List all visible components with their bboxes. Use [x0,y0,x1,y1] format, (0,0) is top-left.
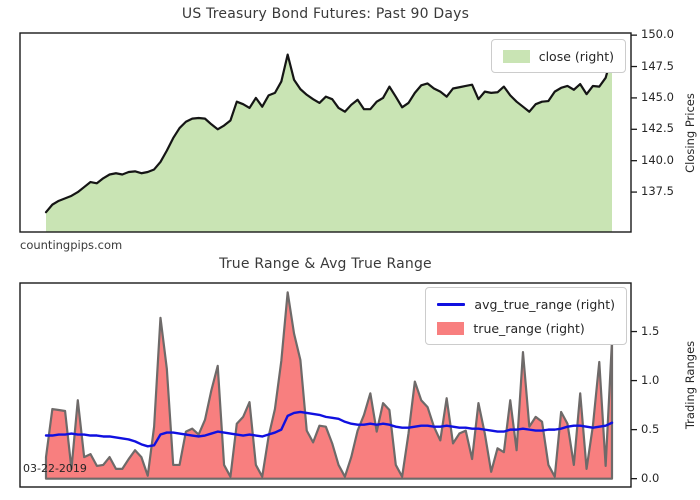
y-tick-label: 140.0 [641,152,674,167]
y-tick-label: 1.0 [641,372,660,387]
y-tick-label: 150.0 [641,27,674,42]
legend-entry-avg-true-range: avg_true_range (right) [437,292,615,316]
top-y-axis-label: Closing Prices [683,93,697,173]
true-range-plot [19,282,637,488]
close-area-swatch [502,49,530,63]
true-range-legend-label: true_range (right) [473,320,585,336]
top-chart-title: US Treasury Bond Futures: Past 90 Days [181,6,470,22]
watermark-countingpips: countingpips.com [20,238,123,252]
avg-true-range-line-swatch [437,302,466,306]
bottom-y-axis-label: Trading Ranges [683,340,697,430]
top-legend: close (right) [490,39,626,73]
y-tick-label: 137.5 [641,184,674,199]
y-tick-label: 142.5 [641,121,674,136]
avg-true-range-legend-label: avg_true_range (right) [474,296,615,312]
closing-prices-chart: US Treasury Bond Futures: Past 90 Days 1… [19,6,697,252]
y-tick-label: 0.5 [641,421,660,436]
closing-prices-plot [19,32,637,233]
date-annotation: 03-22-2019 [23,462,87,475]
y-tick-label: 1.5 [641,323,660,338]
close-legend-label: close (right) [538,48,614,64]
legend-entry-close: close (right) [502,44,614,68]
y-tick-label: 147.5 [641,58,674,73]
y-tick-label: 0.0 [641,470,660,485]
true-range-area-swatch [437,321,465,335]
true-range-chart: True Range & Avg True Range 0.0 0.5 1.0 1.5… [0,250,700,500]
y-tick-label: 145.0 [641,89,674,104]
bottom-chart-title: True Range & Avg True Range [219,256,432,272]
bottom-legend: avg_true_range (right) true_range (right… [425,287,627,345]
legend-entry-true-range: true_range (right) [437,316,615,340]
